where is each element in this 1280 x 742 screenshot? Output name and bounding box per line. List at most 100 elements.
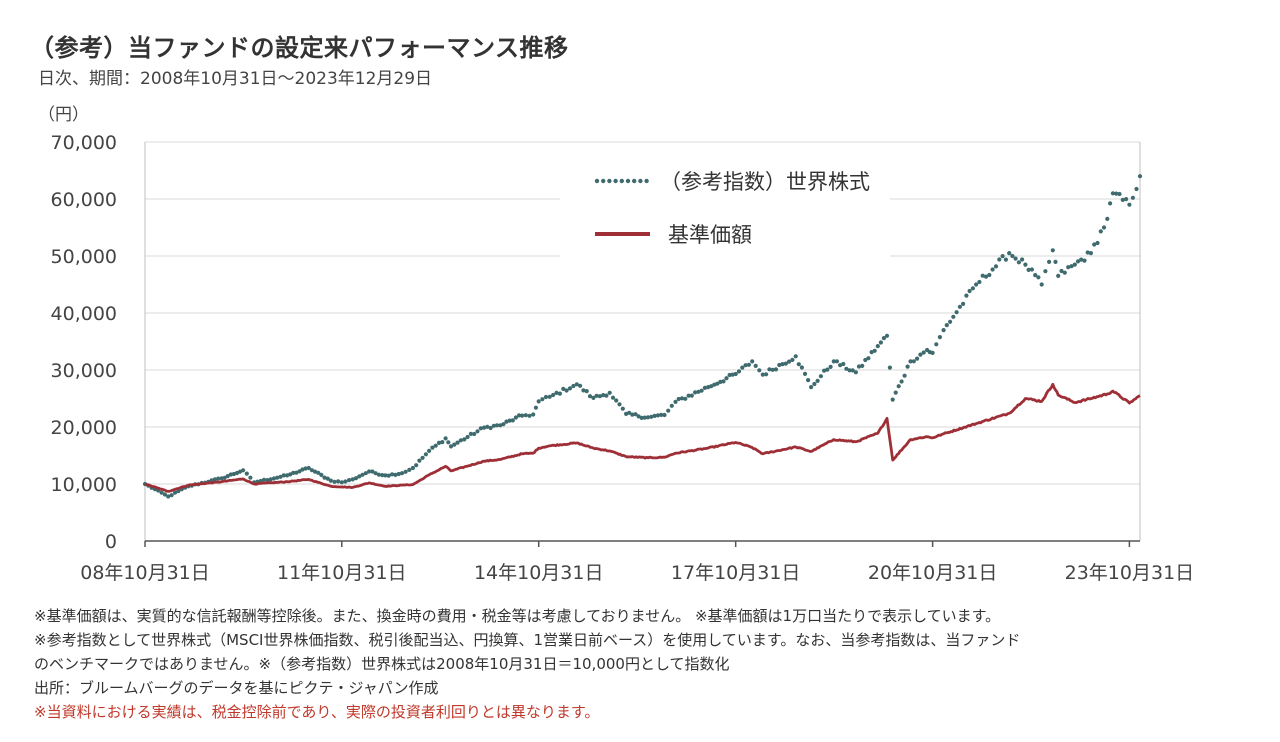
data-point — [783, 361, 788, 366]
data-point — [1105, 216, 1110, 221]
data-point — [884, 333, 890, 338]
data-point — [482, 425, 487, 430]
data-point — [475, 429, 480, 434]
data-point — [948, 319, 953, 324]
data-point — [380, 473, 385, 478]
data-point — [357, 474, 362, 479]
x-tick-label: 14年10月31日 — [474, 562, 604, 584]
data-point — [1000, 254, 1005, 259]
data-point — [610, 395, 616, 400]
data-point — [159, 490, 164, 495]
data-point — [918, 352, 923, 357]
data-point — [655, 413, 661, 418]
data-point — [753, 363, 758, 368]
legend-dot-marker — [607, 178, 612, 184]
data-point — [887, 365, 893, 370]
data-point — [740, 365, 745, 370]
x-axis: 08年10月31日 11年10月31日 14年10月31日 17年10月31日 20年1… — [80, 540, 1195, 584]
data-point — [961, 301, 966, 306]
data-point — [1108, 201, 1113, 206]
data-point — [417, 458, 422, 463]
data-point — [645, 415, 651, 420]
footnote-line: のベンチマークではありません。※（参考指数）世界株式は2008年10月31日＝1… — [34, 655, 730, 673]
data-point — [757, 368, 762, 373]
data-point — [373, 471, 378, 476]
data-point — [574, 382, 579, 387]
data-point — [1036, 275, 1041, 280]
data-point — [689, 393, 694, 398]
data-point — [863, 357, 868, 363]
data-point — [872, 348, 877, 353]
data-point — [212, 477, 217, 482]
data-point — [790, 357, 795, 362]
data-point — [736, 369, 742, 374]
data-point — [937, 335, 943, 340]
data-point — [983, 274, 989, 279]
data-point — [746, 362, 752, 367]
data-point — [268, 477, 273, 482]
data-point — [733, 371, 738, 377]
data-point — [724, 376, 729, 381]
data-point — [702, 385, 708, 390]
data-point — [1043, 269, 1048, 274]
data-point — [1082, 258, 1087, 263]
data-point — [1010, 253, 1015, 259]
data-point — [818, 374, 824, 379]
data-point — [517, 413, 522, 418]
data-point — [934, 342, 939, 347]
data-point — [856, 364, 862, 369]
data-point — [370, 469, 375, 474]
data-point — [767, 367, 772, 372]
data-point — [1079, 257, 1084, 262]
data-point — [367, 469, 372, 474]
data-point — [1026, 267, 1031, 272]
data-point — [951, 314, 956, 319]
data-point — [1098, 229, 1103, 234]
data-point — [954, 310, 959, 315]
data-point — [617, 402, 622, 407]
data-point — [831, 359, 836, 364]
data-point — [627, 410, 632, 415]
data-point — [1020, 257, 1025, 262]
data-point — [169, 493, 174, 498]
y-axis: 70,000 60,000 50,000 40,000 30,000 20,000 10,0… — [51, 132, 117, 553]
chart-title: （参考）当ファンドの設定来パフォーマンス推移 — [30, 34, 569, 62]
data-point — [793, 354, 798, 359]
data-point — [455, 440, 460, 445]
series-nav — [144, 382, 1141, 493]
data-point — [360, 472, 365, 477]
data-point — [993, 264, 999, 269]
data-point — [828, 364, 833, 369]
data-point — [396, 471, 401, 477]
data-point — [980, 273, 985, 278]
data-point — [967, 288, 972, 294]
data-point — [881, 336, 887, 341]
data-point — [630, 412, 635, 417]
data-point — [551, 392, 556, 398]
data-point — [1059, 268, 1064, 274]
data-point — [787, 359, 792, 364]
legend-label: 基準価額 — [668, 223, 752, 247]
y-tick-label: 10,000 — [51, 474, 117, 496]
data-point — [990, 267, 995, 272]
data-point — [312, 469, 318, 474]
data-point — [812, 381, 817, 387]
data-point — [510, 418, 515, 423]
data-point — [325, 476, 330, 481]
data-point — [540, 397, 545, 402]
data-point — [225, 474, 230, 479]
data-point — [347, 478, 352, 483]
footnote-line: ※基準価額は、実質的な信託報酬等控除後。また、換金時の費用・税金等は考慮しており… — [34, 607, 1001, 625]
y-axis-unit-label: （円） — [38, 105, 89, 125]
data-point — [866, 356, 871, 361]
data-point — [941, 328, 946, 333]
data-point — [1134, 186, 1139, 192]
data-point — [527, 413, 532, 418]
legend-label: （参考指数）世界株式 — [660, 170, 870, 194]
data-point — [1075, 259, 1081, 264]
y-tick-label: 20,000 — [51, 417, 117, 439]
data-point — [316, 470, 321, 475]
x-tick-label: 23年10月31日 — [1065, 562, 1195, 584]
data-point — [376, 472, 381, 477]
data-point — [452, 442, 457, 447]
